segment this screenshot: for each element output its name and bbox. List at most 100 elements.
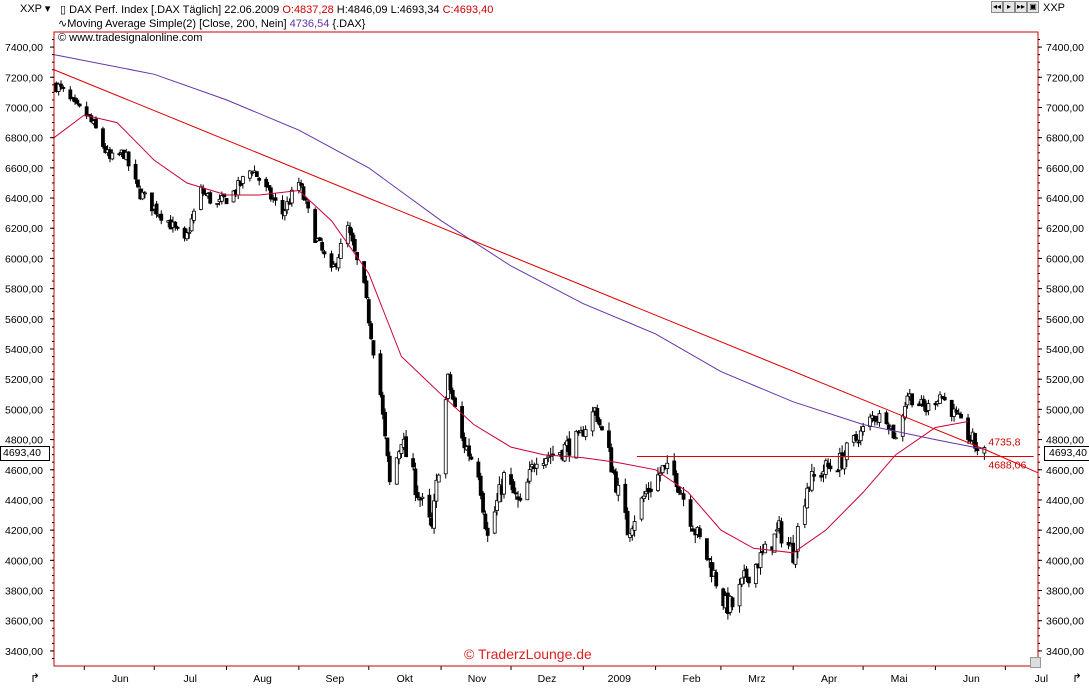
candle-body: [823, 460, 828, 475]
candles: [54, 80, 987, 620]
candle-body: [273, 197, 278, 201]
candle-body: [567, 438, 572, 456]
maximize-button[interactable]: ▣: [1027, 1, 1039, 13]
resize-corner-icon[interactable]: [1030, 657, 1041, 668]
candle-icon: ▯: [60, 4, 67, 16]
candle-body: [420, 496, 425, 499]
y-tick-label-right: 6400,00: [1046, 193, 1084, 205]
candle-body: [434, 479, 439, 502]
candle-body: [110, 152, 115, 160]
candle-body: [595, 408, 600, 422]
candle-body: [485, 527, 490, 536]
symbol-selector-left[interactable]: XXP ▾: [20, 2, 50, 15]
scroll-right-button[interactable]: ▸: [1003, 1, 1015, 13]
candle-body: [744, 568, 749, 578]
candle-body: [282, 210, 287, 217]
candle-body: [59, 83, 63, 87]
candle-body: [231, 190, 236, 203]
candle-body: [607, 430, 611, 448]
y-tick-label-left: 4600,00: [5, 465, 43, 477]
symbol-label-right: XXP: [1043, 2, 1066, 14]
y-tick-label-left: 5800,00: [5, 284, 43, 296]
candle-body: [905, 395, 910, 406]
candle-body: [450, 389, 455, 400]
candle-body: [336, 257, 341, 269]
candle-body: [623, 483, 628, 513]
candle-body: [75, 99, 80, 104]
y-tick-label-right: 5800,00: [1046, 284, 1084, 296]
candle-body: [600, 426, 604, 431]
candle-body: [460, 406, 464, 439]
y-tick-label-left: 5200,00: [5, 374, 43, 386]
y-tick-label-left: 5400,00: [5, 344, 43, 356]
candle-body: [630, 528, 635, 536]
candle-body: [140, 191, 145, 200]
symbol-selector-right[interactable]: XXP: [1043, 2, 1065, 14]
y-tick-label-right: 4400,00: [1046, 495, 1084, 507]
candle-body: [681, 493, 686, 500]
candle-body: [436, 474, 441, 483]
y-tick-label-left: 6000,00: [5, 253, 43, 265]
candle-body: [665, 462, 670, 470]
candle-body: [527, 469, 532, 482]
candle-body: [805, 487, 810, 509]
candle-body: [369, 323, 374, 340]
month-label: Jun: [112, 673, 129, 685]
candle-body: [481, 492, 485, 513]
y-tick-label-right: 3800,00: [1046, 586, 1084, 598]
candle-body: [254, 171, 259, 177]
candle-body: [143, 192, 147, 195]
candle-body: [656, 474, 660, 491]
candle-body: [973, 432, 977, 449]
y-tick-label-left: 3400,00: [5, 646, 43, 658]
candle-body: [672, 460, 677, 476]
scroll-end-button[interactable]: ▸▸: [1015, 1, 1027, 13]
candle-body: [77, 103, 82, 107]
candle-body: [809, 471, 814, 491]
candle-body: [68, 89, 73, 100]
corner-arrow-right-icon: ↱: [1072, 671, 1083, 685]
candle-body: [872, 415, 877, 422]
candle-body: [858, 430, 863, 442]
candle-body: [289, 189, 294, 204]
scroll-left-button[interactable]: ◂◂: [991, 1, 1003, 13]
candle-body: [893, 437, 898, 440]
candle-body: [812, 474, 817, 477]
y-tick-label-right: 5000,00: [1046, 404, 1084, 416]
candle-body: [397, 451, 401, 460]
candle-body: [868, 416, 873, 427]
month-label: Sep: [325, 673, 344, 685]
candle-body: [534, 463, 539, 469]
candle-body: [597, 419, 602, 426]
candle-body: [187, 231, 192, 234]
candle-body: [574, 430, 579, 459]
candle-body: [136, 179, 140, 188]
candle-body: [562, 443, 567, 462]
candle-body: [674, 473, 679, 488]
ma-suffix: {.DAX}: [332, 18, 366, 30]
candle-body: [746, 576, 751, 584]
symbol-label: XXP: [20, 3, 42, 15]
legend-close: C:4693,40: [442, 4, 494, 16]
month-label: Mai: [891, 673, 908, 685]
y-tick-label-right: 7200,00: [1046, 72, 1084, 84]
candle-body: [61, 87, 66, 89]
candle-body: [320, 242, 325, 251]
y-tick-label-right: 4600,00: [1046, 465, 1084, 477]
candle-body: [362, 261, 367, 283]
candle-body: [224, 198, 229, 205]
y-tick-label-left: 5000,00: [5, 404, 43, 416]
candle-body: [642, 495, 646, 500]
candle-body: [758, 552, 763, 568]
candle-body: [299, 183, 304, 186]
month-label: Jul: [1035, 673, 1048, 685]
month-label: Nov: [468, 673, 487, 685]
ma-value: 4736,54: [289, 18, 330, 30]
candle-body: [714, 572, 719, 587]
candle-body: [502, 472, 506, 495]
candle-body: [483, 513, 488, 530]
month-label: Jul: [184, 673, 197, 685]
candle-body: [546, 455, 551, 459]
y-tick-label-left: 4000,00: [5, 555, 43, 567]
